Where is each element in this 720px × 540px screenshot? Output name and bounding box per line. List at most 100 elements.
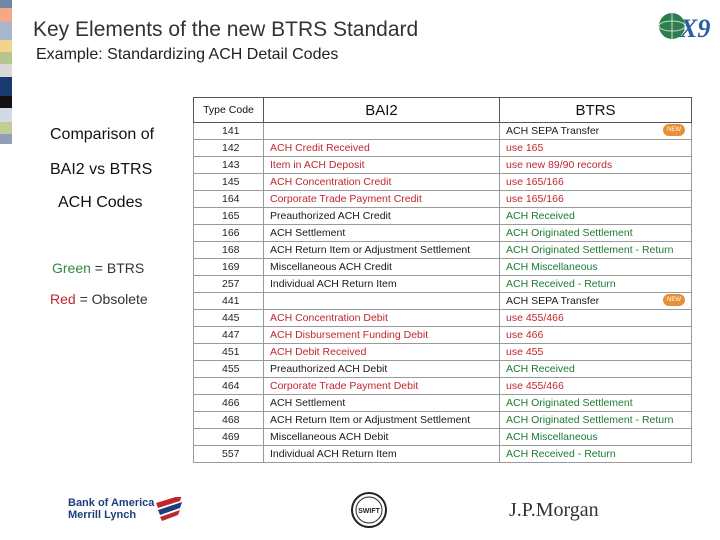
btrs-cell-text: ACH Originated Settlement - Return [506,244,674,256]
bai2-cell: ACH Settlement [263,224,500,242]
btrs-cell: ACH Received [499,360,692,378]
code-cell-text: 469 [222,431,240,443]
bai2-cell-text: ACH Return Item or Adjustment Settlement [270,244,471,256]
code-cell-text: 142 [222,142,240,154]
sidebar-line-3: ACH Codes [58,194,143,211]
stripe [0,122,12,134]
btrs-cell-text: ACH Received - Return [506,278,616,290]
btrs-cell: ACH Received - Return [499,275,692,293]
new-badge-icon: NEW [663,294,685,306]
code-cell-text: 447 [222,329,240,341]
legend-red: Red = Obsolete [50,291,148,307]
btrs-cell-text: use 455/466 [506,380,564,392]
code-cell: 447 [193,326,264,344]
btrs-cell: use 455/466 [499,309,692,327]
code-cell: 469 [193,428,264,446]
code-cell: 451 [193,343,264,361]
btrs-cell-text: ACH Received - Return [506,448,616,460]
code-cell: 164 [193,190,264,208]
btrs-cell-text: use 466 [506,329,544,341]
btrs-cell-text: ACH Miscellaneous [506,431,598,443]
table-row: 257 Individual ACH Return Item ACH Receive… [193,275,692,293]
table-row: 169 Miscellaneous ACH Credit ACH Miscellan… [193,258,692,276]
code-cell-text: 464 [222,380,240,392]
table-row: 455 Preauthorized ACH Debit ACH Received [193,360,692,378]
code-cell-text: 166 [222,227,240,239]
btrs-cell: use 455 [499,343,692,361]
btrs-cell: use 165/166 [499,173,692,191]
bank-name-line-2: Merrill Lynch [68,509,137,521]
stripe [0,0,12,8]
slide-subtitle: Example: Standardizing ACH Detail Codes [36,46,339,63]
btrs-cell: ACH SEPA Transfer NEW [499,122,692,140]
table-row: 165 Preauthorized ACH Credit ACH Received [193,207,692,225]
header-type-code: Type Code [193,97,264,123]
table-row: 441 ACH SEPA Transfer NEW [193,292,692,310]
bai2-cell: Individual ACH Return Item [263,445,500,463]
table-row: 164 Corporate Trade Payment Credit use 16… [193,190,692,208]
legend-green-text: = BTRS [90,260,145,276]
bai2-cell-text: ACH Settlement [270,397,346,409]
code-cell: 142 [193,139,264,157]
stripe [0,134,12,144]
bai2-cell: Miscellaneous ACH Credit [263,258,500,276]
code-cell: 165 [193,207,264,225]
stripe [0,64,12,77]
bai2-cell: ACH Disbursement Funding Debit [263,326,500,344]
header-btrs: BTRS [499,97,692,123]
bai2-cell-text: ACH Return Item or Adjustment Settlement [270,414,471,426]
bai2-cell: ACH Debit Received [263,343,500,361]
bai2-cell: Preauthorized ACH Debit [263,360,500,378]
ach-codes-table: Type Code BAI2 BTRS 141 ACH SEPA Transfer… [193,97,692,463]
btrs-cell-text: ACH Received [506,210,575,222]
table-row: 166 ACH Settlement ACH Originated Settleme… [193,224,692,242]
table-row: 451 ACH Debit Received use 455 [193,343,692,361]
bai2-cell-text: Individual ACH Return Item [270,278,397,290]
code-cell: 445 [193,309,264,327]
code-cell: 557 [193,445,264,463]
btrs-cell: ACH Received - Return [499,445,692,463]
code-cell-text: 143 [222,159,240,171]
table-row: 469 Miscellaneous ACH Debit ACH Miscellane… [193,428,692,446]
bai2-cell-text: ACH Concentration Credit [270,176,392,188]
bai2-cell: Individual ACH Return Item [263,275,500,293]
btrs-cell: ACH Originated Settlement - Return [499,241,692,259]
table-row: 464 Corporate Trade Payment Debit use 455/… [193,377,692,395]
bai2-cell [263,292,500,310]
table-row: 145 ACH Concentration Credit use 165/166 [193,173,692,191]
table-row: 466 ACH Settlement ACH Originated Settleme… [193,394,692,412]
stripe [0,22,12,40]
table-row: 468 ACH Return Item or Adjustment Settlem… [193,411,692,429]
table-row: 168 ACH Return Item or Adjustment Settlem… [193,241,692,259]
sidebar-line-1: Comparison of [50,126,155,143]
code-cell: 143 [193,156,264,174]
table-row: 143 Item in ACH Deposit use new 89/90 rec… [193,156,692,174]
bai2-cell-text: ACH Credit Received [270,142,370,154]
btrs-cell-text: use 455 [506,346,544,358]
bai2-cell-text: Corporate Trade Payment Debit [270,380,419,392]
legend-red-text: = Obsolete [75,291,148,307]
sidebar-line-2: BAI2 vs BTRS [50,161,153,178]
stripe [0,108,12,122]
bai2-cell: ACH Settlement [263,394,500,412]
table-row: 557 Individual ACH Return Item ACH Receive… [193,445,692,463]
code-cell-text: 557 [222,448,240,460]
legend-green-word: Green [52,260,91,276]
bai2-cell-text: Miscellaneous ACH Debit [270,431,389,443]
stripe [0,77,12,96]
bai2-cell-text: Miscellaneous ACH Credit [270,261,392,273]
bai2-cell: Corporate Trade Payment Credit [263,190,500,208]
btrs-cell: ACH Miscellaneous [499,258,692,276]
code-cell-text: 165 [222,210,240,222]
svg-text:X9: X9 [679,14,710,43]
code-cell: 141 [193,122,264,140]
btrs-cell-text: ACH Originated Settlement [506,227,633,239]
code-cell: 441 [193,292,264,310]
table-header-row: Type Code BAI2 BTRS [193,97,692,123]
table-row: 141 ACH SEPA Transfer NEW [193,122,692,140]
code-cell-text: 169 [222,261,240,273]
btrs-cell: use 165/166 [499,190,692,208]
code-cell-text: 141 [222,125,240,137]
stripe [0,52,12,64]
btrs-cell-text: ACH Originated Settlement [506,397,633,409]
